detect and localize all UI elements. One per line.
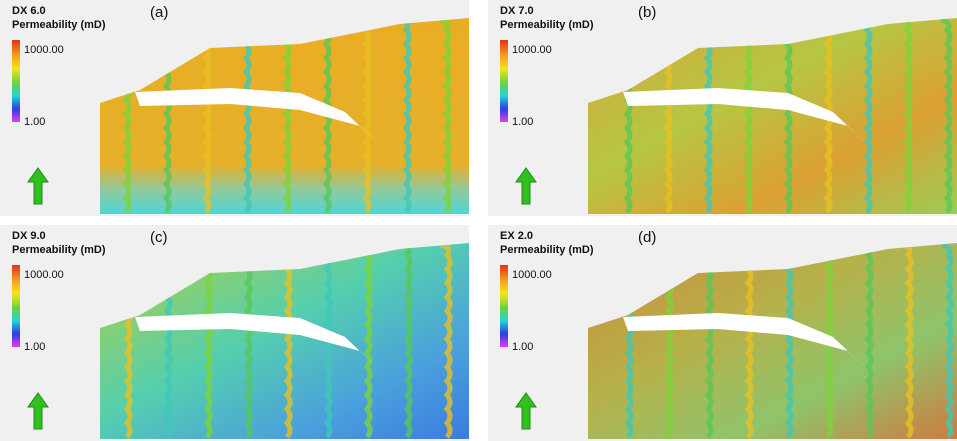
- panel-label: (c): [150, 229, 168, 246]
- model-name: DX 9.0: [12, 230, 46, 242]
- colorbar: [12, 265, 20, 347]
- panel-label: (a): [150, 4, 168, 21]
- colorbar: [12, 40, 20, 122]
- property-name: Permeability (mD): [12, 244, 106, 256]
- panel: DX 6.0 Permeability (mD) (a) 1000.00 1.00: [0, 0, 469, 216]
- colorbar: [500, 40, 508, 122]
- colorbar-min: 1.00: [24, 341, 45, 353]
- colorbar-max: 1000.00: [512, 44, 552, 56]
- panel: DX 9.0 Permeability (mD) (c) 1000.00 1.00: [0, 225, 469, 441]
- colorbar-max: 1000.00: [24, 44, 64, 56]
- panel-label: (d): [638, 229, 656, 246]
- colorbar-min: 1.00: [512, 341, 533, 353]
- colorbar-max: 1000.00: [512, 269, 552, 281]
- property-name: Permeability (mD): [500, 244, 594, 256]
- model-name: DX 6.0: [12, 5, 46, 17]
- colorbar-max: 1000.00: [24, 269, 64, 281]
- property-name: Permeability (mD): [500, 19, 594, 31]
- panel: EX 2.0 Permeability (mD) (d) 1000.00 1.00: [488, 225, 957, 441]
- figure: DX 6.0Permeability (mD)(a)1000.001.00DX …: [0, 0, 957, 441]
- model-name: DX 7.0: [500, 5, 534, 17]
- colorbar: [500, 265, 508, 347]
- panel-label: (b): [638, 4, 656, 21]
- colorbar-min: 1.00: [24, 116, 45, 128]
- model-name: EX 2.0: [500, 230, 533, 242]
- panel: DX 7.0 Permeability (mD) (b) 1000.00 1.00: [488, 0, 957, 216]
- property-name: Permeability (mD): [12, 19, 106, 31]
- colorbar-min: 1.00: [512, 116, 533, 128]
